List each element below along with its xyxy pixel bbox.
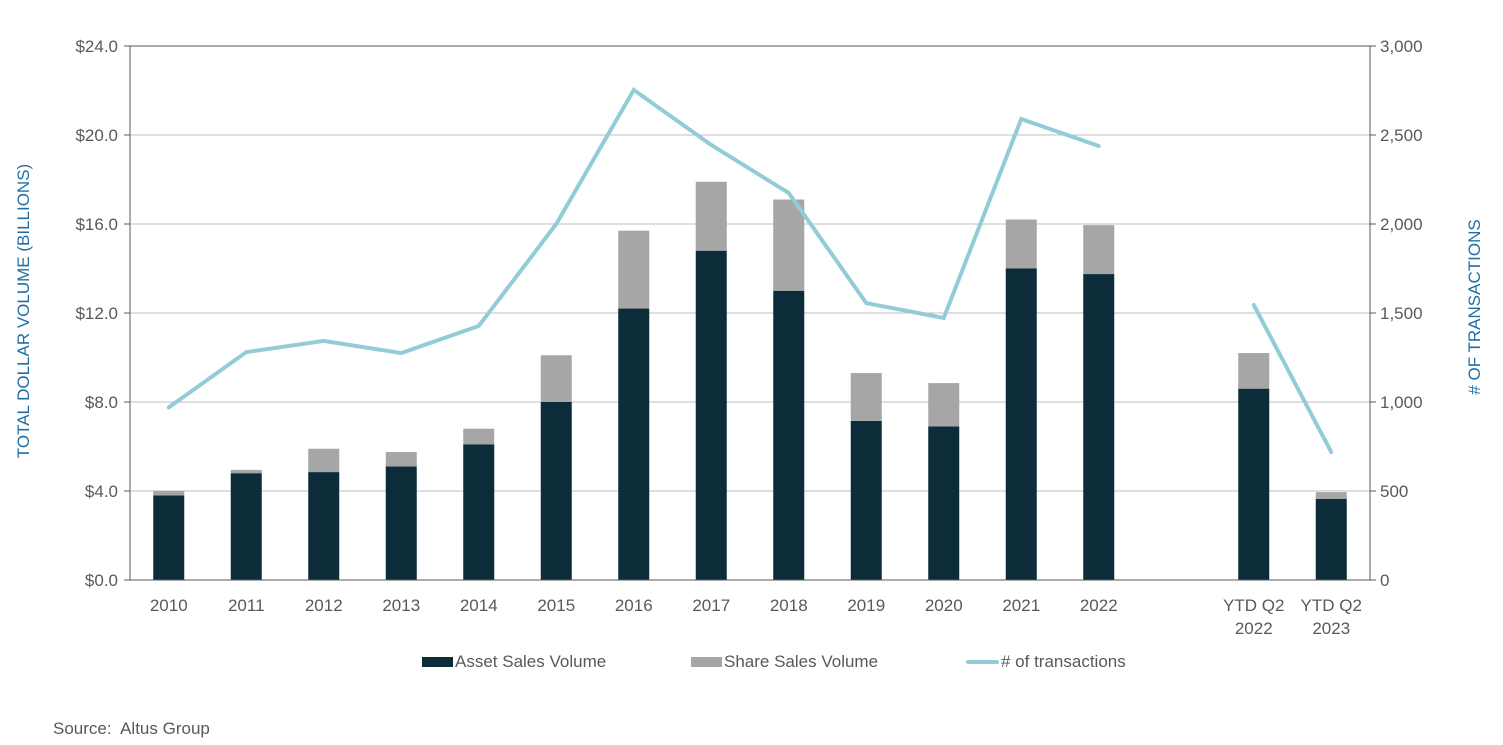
gridlines (130, 45, 1370, 492)
bar-asset-sales (928, 426, 960, 580)
transactions-line (1251, 302, 1334, 455)
right-axis-ticks: 0 500 1,000 1,500 2,000 2,500 3,000 (1370, 37, 1423, 590)
bar-share-sales (463, 428, 495, 445)
left-tick-label: $12.0 (75, 304, 118, 323)
x-tick-label: 2022 (1080, 596, 1118, 615)
right-tick-label: 2,000 (1380, 215, 1423, 234)
right-tick-label: 500 (1380, 482, 1408, 501)
legend-swatch-asset (422, 657, 453, 667)
left-tick-label: $0.0 (85, 571, 118, 590)
left-tick-label: $24.0 (75, 37, 118, 56)
x-tick-label: 2016 (615, 596, 653, 615)
bar-asset-sales (850, 420, 882, 580)
bar-asset-sales (540, 402, 572, 580)
left-tick-label: $4.0 (85, 482, 118, 501)
bar-share-sales (1315, 492, 1347, 499)
x-tick-label: 2015 (537, 596, 575, 615)
x-tick-label: 2019 (847, 596, 885, 615)
legend-swatch-share (691, 657, 722, 667)
x-tick-label: 2023 (1312, 619, 1350, 638)
bar-share-sales (1005, 219, 1037, 269)
left-tick-label: $20.0 (75, 126, 118, 145)
bar-asset-sales (1083, 274, 1115, 580)
transactions-line-group (166, 87, 1334, 455)
bar-share-sales (385, 452, 417, 467)
x-tick-label: 2010 (150, 596, 188, 615)
x-tick-label: YTD Q2 (1301, 596, 1362, 615)
source-note: Source: Altus Group (53, 719, 210, 738)
bar-share-sales (695, 181, 727, 251)
left-tick-label: $8.0 (85, 393, 118, 412)
bar-asset-sales (463, 444, 495, 580)
bar-share-sales (540, 355, 572, 402)
bar-share-sales (1083, 225, 1115, 275)
bar-asset-sales (773, 290, 805, 580)
legend-item-transactions: # of transactions (966, 652, 1126, 672)
x-tick-label: 2018 (770, 596, 808, 615)
left-axis-ticks: $0.0 $4.0 $8.0 $12.0 $16.0 $20.0 $24.0 (75, 37, 130, 590)
x-tick-label: 2020 (925, 596, 963, 615)
x-tick-label: 2014 (460, 596, 498, 615)
legend-label-share: Share Sales Volume (724, 652, 879, 671)
legend-item-asset: Asset Sales Volume (422, 652, 606, 672)
x-axis-ticks: 2010 2011 2012 2013 2014 2015 2016 2017 2018 2019… (150, 596, 1362, 638)
legend-item-share: Share Sales Volume (691, 652, 878, 672)
bar-share-sales (1238, 353, 1270, 389)
bar-share-sales (618, 230, 650, 309)
bar-asset-sales (618, 308, 650, 580)
x-tick-label: YTD Q2 (1223, 596, 1284, 615)
x-tick-label: 2013 (382, 596, 420, 615)
legend: Asset Sales Volume Share Sales Volume # … (0, 652, 1503, 676)
bar-share-sales (230, 469, 262, 474)
bar-asset-sales (230, 473, 262, 580)
legend-label-asset: Asset Sales Volume (455, 652, 607, 671)
legend-swatch-transactions (966, 660, 999, 664)
left-tick-label: $16.0 (75, 215, 118, 234)
y2-axis-title: # OF TRANSACTIONS (1465, 219, 1484, 394)
x-tick-label: 2022 (1235, 619, 1273, 638)
bar-share-sales (308, 448, 340, 473)
right-tick-label: 1,500 (1380, 304, 1423, 323)
x-tick-label: 2012 (305, 596, 343, 615)
bar-asset-sales (1315, 498, 1347, 580)
bar-asset-sales (153, 495, 185, 580)
bar-asset-sales (385, 466, 417, 580)
legend-label-transactions: # of transactions (1001, 652, 1126, 671)
right-tick-label: 2,500 (1380, 126, 1423, 145)
x-tick-label: 2021 (1002, 596, 1040, 615)
bar-asset-sales (1238, 388, 1270, 580)
bar-asset-sales (308, 472, 340, 580)
x-tick-label: 2011 (228, 596, 265, 615)
right-tick-label: 0 (1380, 571, 1389, 590)
bar-asset-sales (1005, 268, 1037, 580)
bar-share-sales (850, 373, 882, 421)
bars (153, 181, 1347, 580)
bar-share-sales (153, 491, 185, 496)
y-axis-title: TOTAL DOLLAR VOLUME (BILLIONS) (14, 164, 33, 458)
right-tick-label: 1,000 (1380, 393, 1423, 412)
bar-share-sales (928, 383, 960, 427)
x-tick-label: 2017 (692, 596, 730, 615)
bar-asset-sales (695, 250, 727, 580)
right-tick-label: 3,000 (1380, 37, 1423, 56)
bar-share-sales (773, 199, 805, 291)
